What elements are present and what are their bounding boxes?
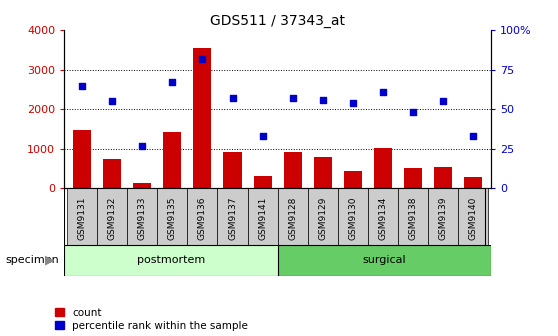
Point: [78, 83, 86, 88]
Text: GSM9134: GSM9134: [378, 197, 387, 240]
Text: specimen: specimen: [6, 255, 59, 265]
FancyBboxPatch shape: [97, 188, 127, 245]
Text: GSM9133: GSM9133: [138, 197, 147, 240]
Point: [469, 133, 478, 139]
Text: GSM9130: GSM9130: [348, 197, 357, 240]
Bar: [73, 130, 91, 188]
Point: [108, 99, 117, 104]
Bar: [374, 148, 392, 188]
Point: [198, 56, 207, 61]
Bar: [404, 168, 422, 188]
Text: GSM9136: GSM9136: [198, 197, 207, 240]
Text: GSM9135: GSM9135: [168, 197, 177, 240]
Text: GSM9140: GSM9140: [469, 197, 478, 240]
FancyBboxPatch shape: [368, 188, 398, 245]
FancyBboxPatch shape: [307, 188, 338, 245]
Point: [168, 80, 177, 85]
Bar: [224, 152, 242, 188]
Text: GSM9129: GSM9129: [318, 197, 327, 240]
FancyBboxPatch shape: [338, 188, 368, 245]
FancyBboxPatch shape: [428, 188, 458, 245]
FancyBboxPatch shape: [278, 188, 307, 245]
Point: [408, 110, 417, 115]
FancyBboxPatch shape: [127, 188, 157, 245]
Text: GSM9131: GSM9131: [78, 197, 86, 240]
FancyBboxPatch shape: [398, 188, 428, 245]
FancyBboxPatch shape: [248, 188, 278, 245]
FancyBboxPatch shape: [187, 188, 218, 245]
FancyBboxPatch shape: [458, 188, 488, 245]
Point: [439, 99, 448, 104]
Point: [318, 97, 327, 102]
Point: [138, 143, 147, 148]
Bar: [103, 159, 121, 188]
Text: GSM9138: GSM9138: [408, 197, 417, 240]
Text: GSM9141: GSM9141: [258, 197, 267, 240]
Point: [288, 95, 297, 101]
Bar: [133, 183, 151, 188]
Text: ▶: ▶: [45, 254, 55, 267]
Point: [228, 95, 237, 101]
Title: GDS511 / 37343_at: GDS511 / 37343_at: [210, 14, 345, 28]
Point: [378, 89, 387, 94]
Bar: [434, 167, 452, 188]
Text: postmortem: postmortem: [137, 255, 205, 265]
Point: [348, 100, 357, 106]
Bar: [314, 157, 331, 188]
Bar: [194, 48, 211, 188]
Text: GSM9128: GSM9128: [288, 197, 297, 240]
Bar: [283, 152, 302, 188]
Bar: [464, 177, 482, 188]
Bar: [253, 176, 272, 188]
Bar: [344, 171, 362, 188]
Text: surgical: surgical: [363, 255, 406, 265]
Text: GSM9137: GSM9137: [228, 197, 237, 240]
FancyBboxPatch shape: [218, 188, 248, 245]
Point: [258, 133, 267, 139]
Text: GSM9132: GSM9132: [108, 197, 117, 240]
FancyBboxPatch shape: [67, 188, 97, 245]
FancyBboxPatch shape: [157, 188, 187, 245]
Legend: count, percentile rank within the sample: count, percentile rank within the sample: [55, 308, 248, 331]
Bar: [163, 132, 181, 188]
Text: GSM9139: GSM9139: [439, 197, 448, 240]
